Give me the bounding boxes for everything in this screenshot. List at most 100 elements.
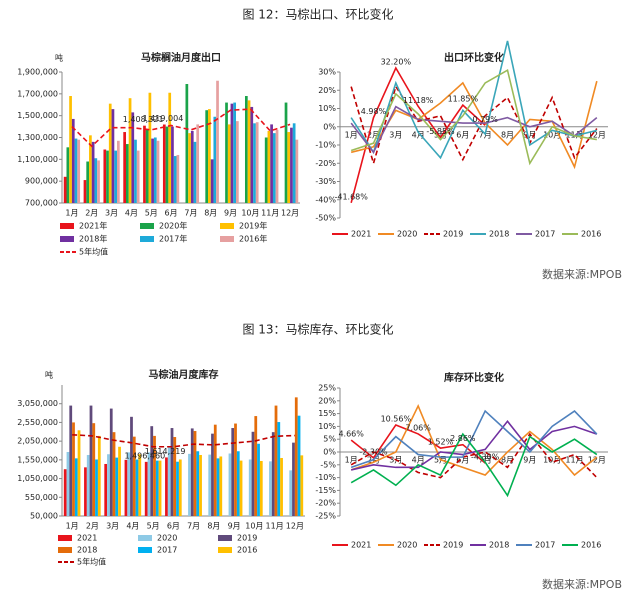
y-tick-label: 700,000 <box>25 199 58 208</box>
bar <box>208 109 211 203</box>
bar <box>112 432 116 516</box>
legend-label: 2019 <box>237 534 257 543</box>
series-line <box>350 40 598 160</box>
legend-label: 2021 <box>351 541 371 550</box>
x-tick-label: 10月 <box>543 130 561 139</box>
bar <box>173 437 177 516</box>
bar <box>171 126 174 203</box>
legend-swatch <box>138 547 152 553</box>
x-tick-label: 4月 <box>412 456 425 465</box>
x-tick-label: 1月 <box>345 456 358 465</box>
y-tick-label: 900,000 <box>25 177 58 186</box>
data-label: 32.20% <box>381 57 412 66</box>
series-line <box>350 105 598 154</box>
legend-label: 5年均值 <box>77 557 106 567</box>
y-tick-label: -15% <box>315 486 336 495</box>
bar <box>173 156 177 203</box>
legend-label: 2018 <box>489 541 509 550</box>
bar <box>248 459 252 516</box>
legend-swatch <box>58 535 72 541</box>
bar <box>72 422 75 516</box>
x-tick-label: 1月 <box>65 209 78 218</box>
data-label: 1.52% <box>428 438 454 447</box>
bar <box>257 443 260 516</box>
x-tick-label: 4月 <box>126 522 139 531</box>
y-tick-label: 5% <box>323 435 336 444</box>
bar <box>125 144 129 203</box>
bar <box>83 180 87 203</box>
bar <box>275 129 279 203</box>
bar <box>292 123 296 203</box>
bar <box>211 433 214 516</box>
bar <box>289 470 293 516</box>
bar <box>153 435 156 516</box>
bar <box>231 428 235 516</box>
x-tick-label: 3月 <box>105 209 118 218</box>
bar <box>170 428 174 516</box>
bar <box>208 454 212 516</box>
bar <box>219 456 223 516</box>
x-tick-label: 12月 <box>588 130 606 139</box>
x-tick-label: 11月 <box>266 522 284 531</box>
y-tick-label: -20% <box>315 499 336 508</box>
y-tick-label: 50,000 <box>30 512 58 521</box>
data-label: 7.06% <box>405 423 431 432</box>
bar <box>130 416 133 516</box>
bar <box>216 80 219 203</box>
chart-title: 马棕油月度库存 <box>149 368 219 381</box>
bar <box>185 84 189 203</box>
bar <box>92 423 96 516</box>
series-line <box>350 432 598 479</box>
data-label: -41.68% <box>334 192 368 201</box>
bar <box>267 130 271 203</box>
data-label: 2.86% <box>450 434 476 443</box>
x-tick-label: 10月 <box>543 456 561 465</box>
bar <box>292 442 295 516</box>
y-tick-label: -10% <box>315 473 336 482</box>
bar <box>69 96 72 203</box>
series-line <box>350 409 598 469</box>
x-tick-label: 3月 <box>389 130 402 139</box>
data-label: 11.85% <box>448 95 479 104</box>
bar <box>77 430 81 516</box>
series-line <box>350 403 598 477</box>
legend-label: 2016年 <box>239 234 267 244</box>
bar <box>176 461 179 516</box>
data-label: -2.30% <box>359 447 388 456</box>
y-tick-label: 1,700,000 <box>17 89 58 98</box>
bar <box>280 457 283 516</box>
data-label: 4.66% <box>338 430 364 439</box>
x-tick-label: 1月 <box>66 522 79 531</box>
legend-swatch <box>138 535 152 541</box>
bar <box>227 124 231 203</box>
bar <box>74 138 78 203</box>
y-tick-label: 1,500,000 <box>17 111 58 120</box>
x-tick-label: 8月 <box>204 209 217 218</box>
legend-swatch <box>220 236 234 242</box>
series-line <box>350 68 597 166</box>
legend-swatch <box>218 535 232 541</box>
bar <box>63 176 67 203</box>
bar <box>91 141 95 203</box>
bar <box>225 102 228 203</box>
bar <box>145 129 149 203</box>
y-tick-label: 10% <box>318 104 336 113</box>
bar <box>300 455 304 516</box>
bar <box>69 405 73 516</box>
bar <box>272 133 276 203</box>
bar <box>136 150 140 203</box>
legend-label: 2021年 <box>79 221 107 231</box>
bar <box>259 460 263 516</box>
series-line <box>72 433 295 448</box>
bar <box>196 451 200 516</box>
bar <box>239 460 243 516</box>
bar <box>205 110 209 203</box>
bar <box>144 461 148 516</box>
bar <box>89 135 92 203</box>
bar <box>274 405 278 516</box>
x-tick-label: 2月 <box>367 130 380 139</box>
bar <box>127 452 131 516</box>
bar <box>269 461 272 516</box>
bar <box>233 102 237 203</box>
bar <box>156 140 160 203</box>
